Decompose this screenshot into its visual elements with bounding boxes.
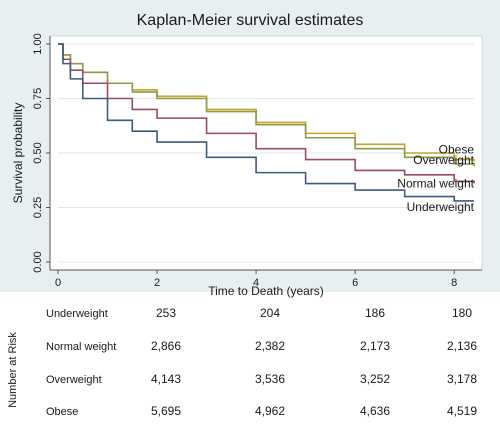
series-lines [58,43,475,202]
risk-table: Underweight 253 204 186 180 Normal weight 2,86… [46,306,477,418]
risk-row-group: Normal weight [46,341,116,353]
risk-row-value: 4,143 [151,372,181,386]
risk-row-group: Underweight [46,308,108,320]
risk-row-value: 2,173 [360,339,390,353]
risk-table-label: Number at Risk [7,332,19,408]
risk-row-value: 4,519 [447,404,477,418]
risk-row-value: 253 [156,306,176,320]
x-tick-label: 4 [253,277,259,289]
risk-row-value: 204 [260,306,280,320]
x-tick-label: 2 [154,277,160,289]
x-axis: 0 2 4 6 8 [50,269,482,289]
y-axis-label: Survival probability [11,103,25,204]
risk-row-value: 4,962 [255,404,285,418]
risk-row-group: Obese [46,406,78,418]
risk-table-row: Obese 5,695 4,962 4,636 4,519 [46,404,477,418]
series-line-overweight [58,43,475,167]
y-tick-label: 0.00 [32,251,44,272]
series-label-normal-weight: Normal weight [397,177,474,191]
y-axis: 0.00 0.25 0.50 0.75 1.00 [32,33,51,273]
risk-table-row: Normal weight 2,866 2,382 2,173 2,136 [46,339,477,353]
x-tick-label: 6 [352,277,358,289]
risk-row-value: 3,536 [255,372,285,386]
x-tick-label: 0 [55,277,61,289]
y-tick-label: 0.75 [32,88,44,109]
risk-table-row: Underweight 253 204 186 180 [46,306,472,320]
x-axis-label: Time to Death (years) [208,284,324,298]
series-line-normal-weight [58,43,475,184]
risk-row-value: 2,136 [447,339,477,353]
risk-row-value: 2,866 [151,339,181,353]
risk-row-value: 3,178 [447,372,477,386]
chart-title: Kaplan-Meier survival estimates [137,12,364,29]
x-tick-label: 8 [451,277,457,289]
series-label-obese: Obese [439,143,475,157]
series-label-underweight: Underweight [407,200,475,214]
risk-row-value: 3,252 [360,372,390,386]
y-tick-label: 0.50 [32,142,44,163]
risk-row-value: 4,636 [360,404,390,418]
series-label-overweight: Overweight [413,153,474,167]
y-tick-label: 1.00 [32,33,44,54]
risk-row-value: 2,382 [255,339,285,353]
risk-row-value: 5,695 [151,404,181,418]
y-tick-label: 0.25 [32,197,44,218]
risk-table-row: Overweight 4,143 3,536 3,252 3,178 [46,372,477,386]
risk-row-value: 186 [365,306,385,320]
series-line-underweight [58,43,474,202]
risk-row-group: Overweight [46,374,102,386]
risk-row-value: 180 [452,306,472,320]
